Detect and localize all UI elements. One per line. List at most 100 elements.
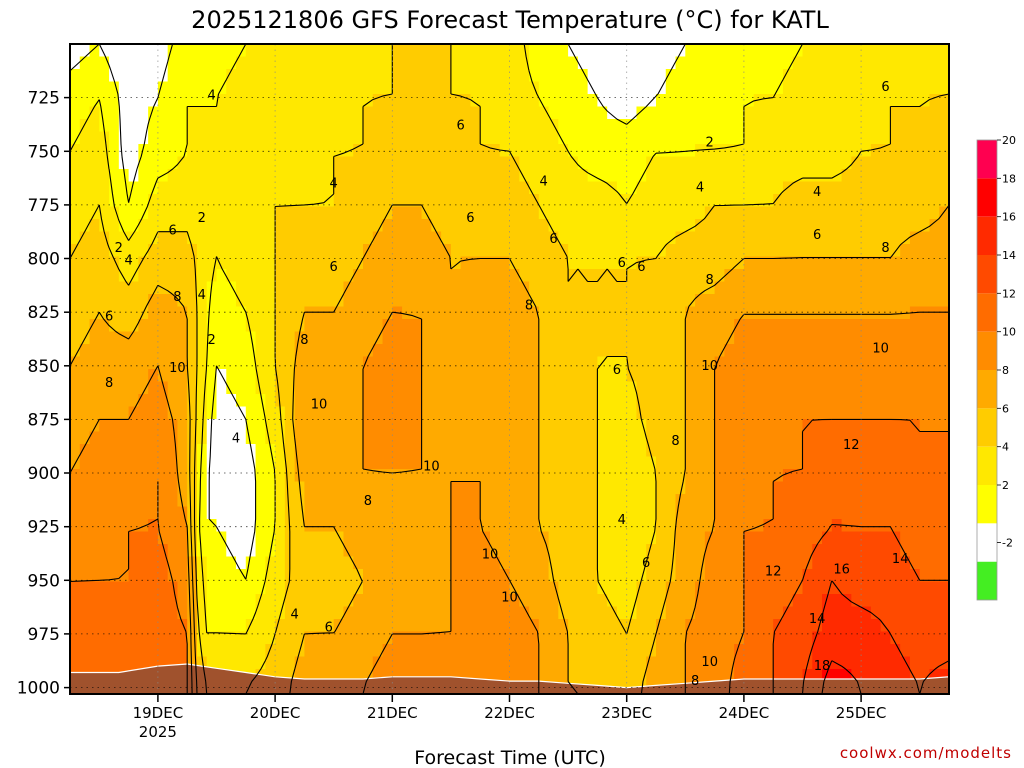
temperature-cell [294, 356, 305, 370]
temperature-cell [196, 344, 208, 358]
temperature-cell [421, 294, 432, 308]
temperature-cell [597, 69, 608, 83]
temperature-cell [196, 594, 208, 608]
temperature-cell [236, 631, 247, 645]
temperature-cell [880, 219, 891, 233]
temperature-cell [519, 206, 530, 220]
temperature-cell [831, 181, 843, 195]
temperature-cell [372, 294, 384, 308]
temperature-cell [812, 606, 823, 620]
temperature-cell [363, 656, 374, 670]
temperature-cell [646, 344, 657, 358]
temperature-cell [870, 156, 882, 170]
contour-label: 10 [169, 361, 186, 376]
temperature-cell [226, 169, 237, 183]
temperature-cell [597, 194, 608, 208]
temperature-cell [489, 494, 501, 508]
credit-link[interactable]: coolwx.com/modelts [840, 744, 1012, 762]
temperature-cell [939, 269, 950, 283]
temperature-cell [138, 506, 149, 520]
temperature-cell [470, 231, 481, 245]
temperature-cell [538, 644, 550, 658]
temperature-cell [851, 644, 862, 658]
temperature-cell [216, 481, 227, 495]
temperature-cell [568, 431, 579, 445]
y-tick-label: 850 [28, 357, 60, 377]
temperature-cell [587, 131, 598, 145]
temperature-cell [870, 406, 882, 420]
temperature-cell [118, 106, 130, 120]
temperature-cell [900, 169, 911, 183]
temperature-cell [255, 231, 266, 245]
temperature-cell [792, 406, 804, 420]
temperature-cell [255, 131, 266, 145]
temperature-cell [704, 506, 716, 520]
temperature-cell [802, 569, 813, 583]
temperature-cell [304, 319, 315, 333]
temperature-cell [792, 319, 804, 333]
temperature-cell [489, 331, 501, 345]
temperature-cell [763, 231, 774, 245]
temperature-cell [792, 231, 804, 245]
temperature-cell [470, 269, 481, 283]
temperature-cell [577, 506, 589, 520]
temperature-cell [255, 519, 266, 533]
temperature-cell [99, 244, 110, 258]
temperature-cell [216, 394, 227, 408]
temperature-cell [431, 156, 442, 170]
temperature-cell [704, 331, 716, 345]
temperature-cell [294, 56, 305, 70]
temperature-cell [148, 594, 159, 608]
temperature-cell [255, 69, 266, 83]
contour-label: 6 [466, 211, 474, 226]
temperature-cell [665, 381, 677, 395]
temperature-cell [167, 131, 179, 145]
temperature-cell [392, 656, 403, 670]
temperature-cell [109, 619, 120, 633]
temperature-cell [597, 669, 608, 683]
temperature-cell [841, 506, 852, 520]
temperature-cell [372, 394, 384, 408]
temperature-cell [460, 469, 472, 483]
temperature-cell [196, 119, 208, 133]
temperature-cell [616, 494, 628, 508]
temperature-cell [411, 456, 423, 470]
temperature-cell [812, 594, 823, 608]
temperature-cell [939, 494, 950, 508]
temperature-cell [558, 231, 569, 245]
temperature-cell [460, 256, 472, 270]
temperature-cell [343, 331, 354, 345]
temperature-cell [216, 119, 227, 133]
temperature-cell [206, 231, 218, 245]
temperature-cell [314, 469, 325, 483]
temperature-cell [441, 431, 452, 445]
temperature-cell [792, 544, 804, 558]
temperature-cell [626, 219, 638, 233]
temperature-cell [890, 256, 901, 270]
temperature-cell [187, 81, 198, 95]
temperature-cell [734, 106, 745, 120]
temperature-cell [245, 569, 257, 583]
temperature-cell [939, 381, 950, 395]
temperature-cell [333, 594, 345, 608]
temperature-cell [441, 506, 452, 520]
temperature-cell [187, 281, 198, 295]
temperature-cell [734, 294, 745, 308]
temperature-cell [343, 594, 354, 608]
temperature-cell [675, 406, 686, 420]
temperature-cell [138, 431, 149, 445]
temperature-cell [441, 194, 452, 208]
temperature-cell [460, 94, 472, 108]
temperature-cell [714, 631, 725, 645]
temperature-cell [548, 269, 559, 283]
temperature-cell [929, 506, 940, 520]
temperature-cell [909, 181, 921, 195]
temperature-cell [431, 619, 442, 633]
temperature-cell [548, 181, 559, 195]
temperature-cell [109, 556, 120, 570]
temperature-cell [577, 69, 589, 83]
temperature-cell [89, 631, 100, 645]
temperature-cell [724, 306, 735, 320]
temperature-cell [118, 469, 130, 483]
temperature-cell [99, 369, 110, 383]
